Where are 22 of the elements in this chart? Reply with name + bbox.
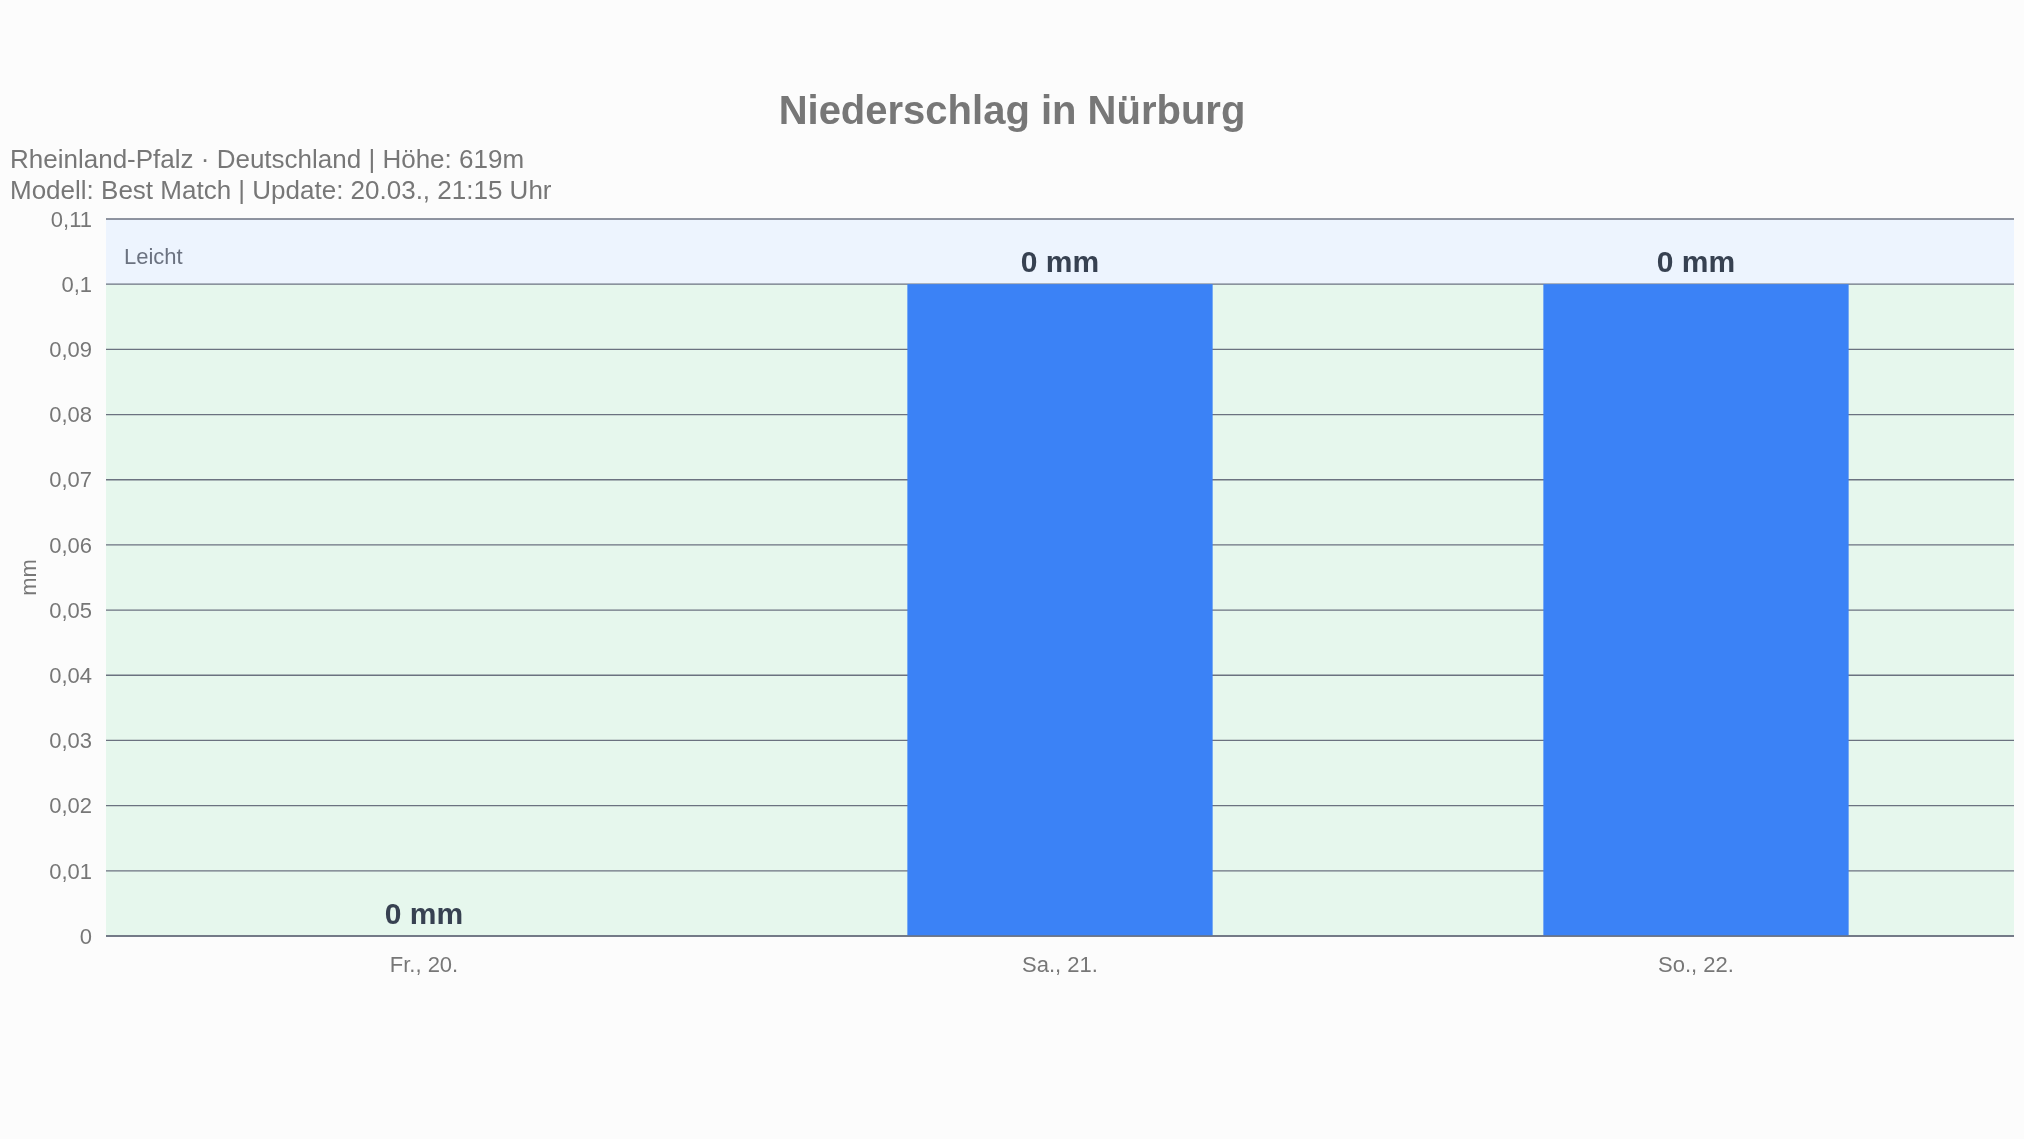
y-tick-label: 0,02 [49, 793, 92, 819]
y-tick-label: 0,03 [49, 728, 92, 754]
y-tick-label: 0,08 [49, 402, 92, 428]
data-label: 0 mm [1020, 245, 1100, 279]
y-tick-label: 0,09 [49, 337, 92, 363]
band-label: Leicht [124, 243, 183, 269]
data-label: 0 mm [1656, 245, 1736, 279]
y-tick-label: 0 [79, 923, 92, 949]
y-tick-label: 0,01 [49, 858, 92, 884]
y-tick-label: 0,04 [49, 662, 92, 688]
chart-title: Niederschlag in Nürburg [778, 88, 1246, 132]
y-tick-label: 0,1 [61, 271, 92, 297]
y-axis-title: mm [16, 559, 41, 596]
y-tick-label: 0,05 [49, 597, 92, 623]
chart-subtitle: Rheinland-Pfalz · Deutschland | Höhe: 619m Modell: Best Match | Update: 20.03., 21:15 Uhr [10, 144, 552, 205]
x-tick-label: Sa., 21. [1022, 952, 1098, 977]
y-tick-label: 0,11 [50, 206, 92, 232]
x-tick-label: So., 22. [1658, 952, 1734, 977]
y-tick-label: 0,07 [49, 467, 92, 493]
data-label: 0 mm [384, 897, 464, 930]
x-tick-label: Fr., 20. [389, 952, 459, 977]
y-tick-label: 0,06 [49, 532, 92, 558]
